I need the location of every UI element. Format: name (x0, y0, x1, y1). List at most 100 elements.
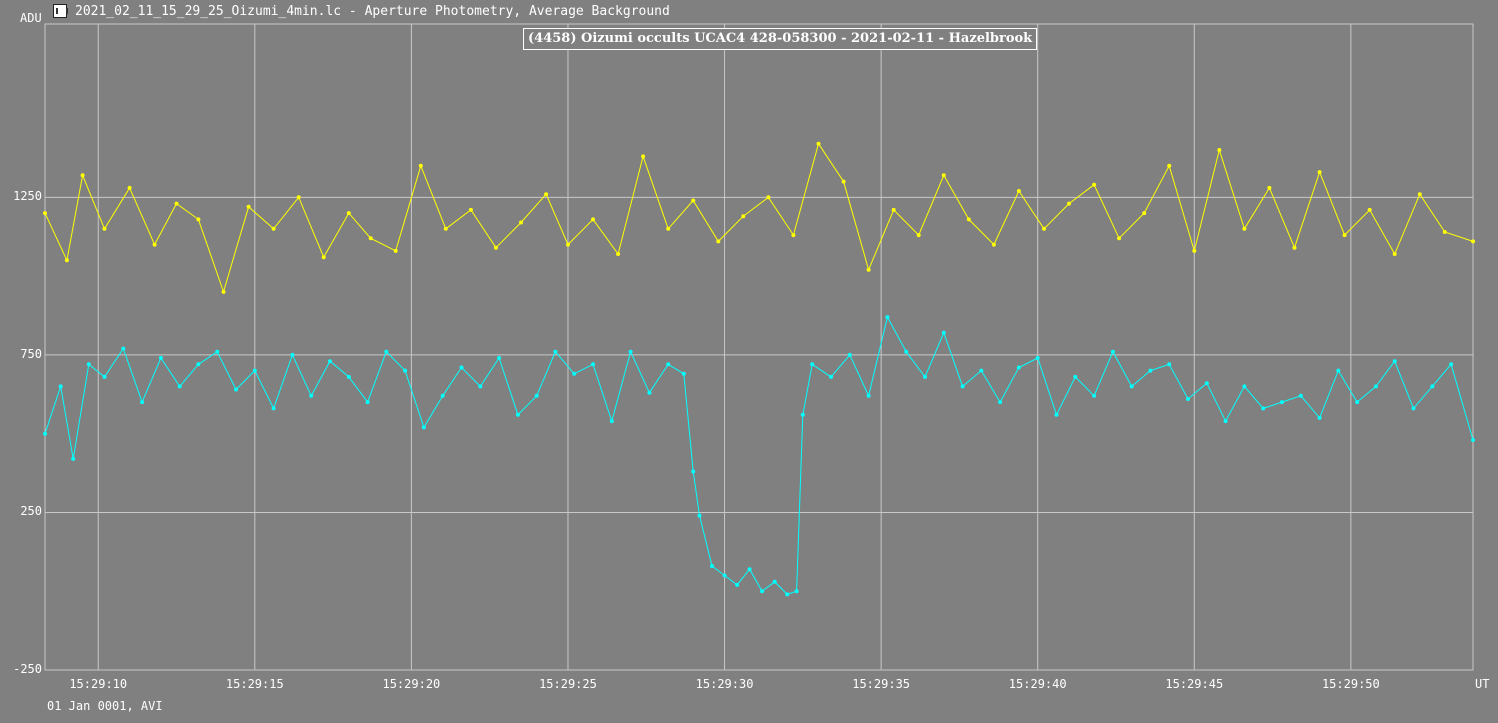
data-point (1373, 384, 1378, 389)
data-point (1204, 381, 1209, 386)
data-point (616, 252, 621, 256)
comparison-star-series (43, 141, 1475, 294)
x-tick-label: 15:29:35 (852, 677, 911, 691)
data-point (916, 233, 921, 238)
data-point (1092, 182, 1097, 187)
data-point (766, 195, 771, 200)
data-point (991, 242, 996, 247)
data-point (1449, 362, 1454, 367)
data-point (1267, 185, 1272, 190)
data-point (271, 406, 276, 411)
data-point (1110, 349, 1115, 354)
data-point (440, 393, 445, 398)
data-point (785, 592, 790, 597)
data-point (847, 352, 852, 357)
data-point (647, 390, 652, 395)
data-point (1073, 374, 1078, 379)
y-tick-label: 250 (20, 504, 42, 519)
data-point (43, 211, 47, 216)
data-point (246, 204, 251, 209)
data-point (497, 356, 502, 360)
data-point (1261, 406, 1266, 411)
data-point (271, 226, 276, 231)
x-tick-label: 15:29:45 (1165, 677, 1224, 691)
data-point (64, 258, 69, 263)
data-point (290, 352, 295, 357)
data-point (1167, 362, 1172, 367)
data-point (710, 564, 714, 568)
data-point (493, 245, 498, 250)
data-point (1035, 356, 1040, 360)
data-point (127, 185, 132, 190)
data-point (1342, 233, 1347, 238)
data-point (1117, 236, 1122, 241)
y-axis-unit-label: ADU (20, 11, 42, 25)
data-point (829, 374, 833, 379)
data-point (1016, 365, 1021, 370)
data-point (43, 431, 47, 436)
window-titlebar: 2021_02_11_15_29_25_Oizumi_4min.lc - Ape… (0, 0, 1498, 24)
data-point (923, 374, 927, 379)
data-point (691, 198, 696, 203)
data-point (1142, 211, 1147, 216)
data-point (966, 217, 971, 222)
data-point (121, 346, 126, 351)
data-point (1067, 201, 1071, 206)
grid-lines (45, 24, 1473, 671)
lightcurve-app-icon[interactable] (53, 4, 68, 18)
data-point (368, 236, 373, 241)
data-point (544, 192, 549, 197)
data-point (177, 384, 182, 389)
data-point (86, 362, 91, 367)
data-point (1148, 368, 1153, 373)
data-point (904, 349, 909, 354)
data-point (747, 567, 752, 572)
data-point (140, 400, 145, 405)
data-point (1417, 192, 1422, 197)
data-point (534, 393, 539, 398)
data-point (515, 412, 520, 417)
data-point (152, 242, 157, 247)
data-point (365, 400, 370, 405)
data-point (1042, 226, 1046, 231)
data-point (1242, 384, 1247, 389)
y-tick-label: 1250 (13, 189, 42, 204)
data-point (1223, 419, 1228, 424)
data-point (309, 393, 314, 398)
data-point (1317, 415, 1322, 420)
data-point (1430, 384, 1435, 389)
data-point (1355, 400, 1360, 405)
data-point (519, 220, 523, 225)
x-tick-label: 15:29:50 (1321, 677, 1380, 691)
data-point (234, 387, 238, 392)
data-point (102, 374, 107, 379)
x-tick-label: 15:29:15 (225, 677, 284, 691)
data-point (941, 173, 946, 178)
footer-date-info: 01 Jan 0001, AVI (47, 699, 163, 713)
x-tick-label: 15:29:40 (1008, 677, 1067, 691)
x-tick-label: 15:29:10 (69, 677, 128, 691)
data-point (772, 579, 777, 584)
target-star-series (43, 315, 1475, 597)
data-point (572, 371, 577, 376)
data-point (1367, 207, 1372, 212)
data-point (735, 582, 740, 587)
data-point (1411, 406, 1416, 411)
data-point (346, 374, 351, 379)
data-point (384, 349, 389, 354)
y-tick-label: -250 (13, 662, 42, 676)
data-point (841, 179, 846, 184)
data-point (941, 330, 946, 335)
data-point (71, 456, 76, 461)
data-point (866, 393, 871, 398)
data-point (393, 248, 398, 253)
window-title: 2021_02_11_15_29_25_Oizumi_4min.lc - Ape… (75, 4, 670, 19)
data-point (1471, 239, 1475, 244)
series-line (44, 142, 1474, 294)
data-point (1167, 163, 1172, 168)
data-point (666, 226, 671, 231)
data-point (296, 195, 301, 200)
data-point (800, 412, 805, 417)
data-point (866, 267, 871, 272)
